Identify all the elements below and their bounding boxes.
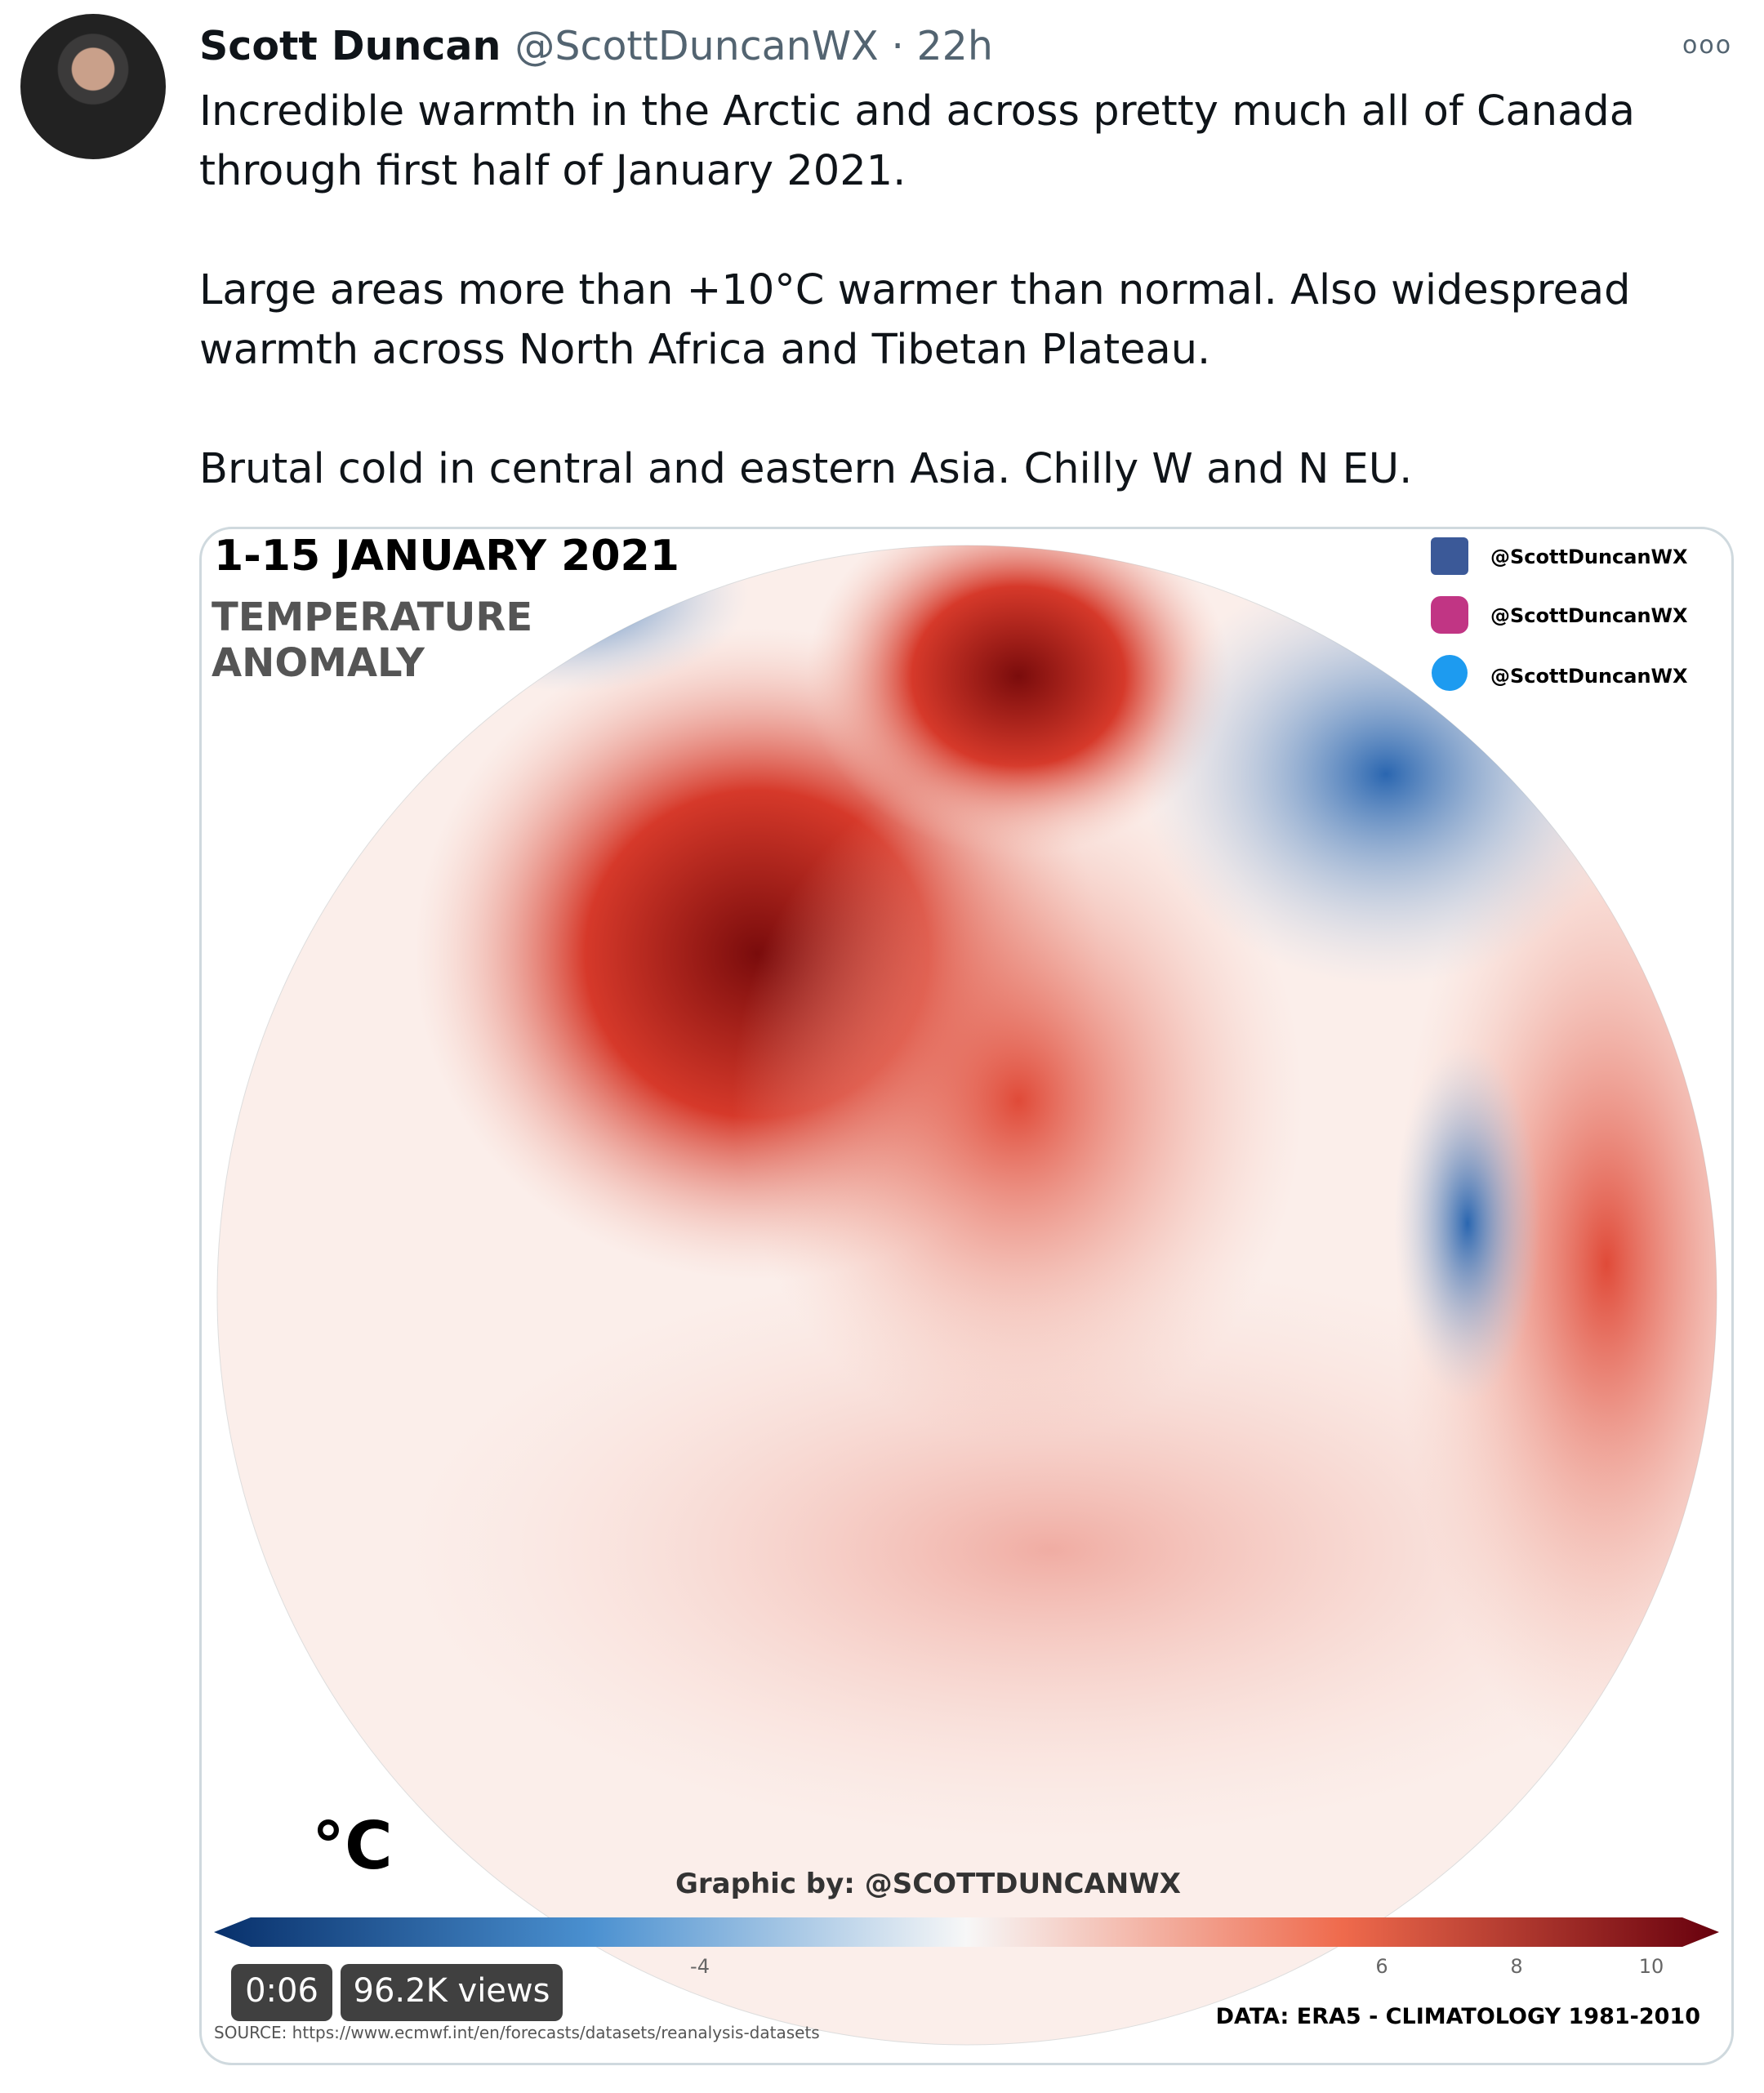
source: SOURCE: https://www.ecmwf.int/en/forecas… (214, 2023, 820, 2042)
colorbar-tick: -4 (690, 1955, 710, 1978)
paragraph: Large areas more than +10°C warmer than … (199, 266, 1631, 374)
map-graphic: 1-15 JANUARY 2021 TEMPERATURE ANOMALY @S… (212, 532, 1719, 2046)
handle[interactable]: @ScottDuncanWX (514, 23, 879, 69)
view-count: 96.2K views (354, 1972, 550, 2010)
tweet-body: Incredible warmth in the Arctic and acro… (199, 82, 1735, 559)
paragraph: Incredible warmth in the Arctic and acro… (199, 87, 1636, 195)
duration: 0:06 (245, 1972, 318, 2010)
colorbar-tick: 10 (1639, 1955, 1664, 1978)
video[interactable]: 1-15 JANUARY 2021 TEMPERATURE ANOMALY @S… (199, 527, 1734, 2065)
social-handle: @ScottDuncanWX (1490, 665, 1688, 688)
map-title: 1-15 JANUARY 2021 (214, 532, 679, 581)
social-handle: @ScottDuncanWX (1490, 604, 1688, 627)
unit-label: °C (312, 1808, 393, 1884)
credit: Graphic by: @SCOTTDUNCANWX (675, 1868, 1181, 1900)
avatar[interactable] (20, 14, 166, 159)
social-handle: @ScottDuncanWX (1490, 546, 1688, 568)
author-name[interactable]: Scott Duncan (199, 23, 501, 69)
time[interactable]: · 22h (891, 23, 993, 69)
colorbar (214, 1917, 1719, 1947)
author-line: Scott Duncan @ScottDuncanWX · 22h (199, 23, 993, 69)
colorbar-tick: 8 (1510, 1955, 1522, 1978)
data-note: DATA: ERA5 - CLIMATOLOGY 1981-2010 (1216, 2004, 1700, 2029)
paragraph: Brutal cold in central and eastern Asia.… (199, 445, 1413, 493)
colorbar-tick: 6 (1375, 1955, 1388, 1978)
more-button[interactable]: ooo (1682, 31, 1733, 60)
map-subtitle: TEMPERATURE ANOMALY (212, 595, 533, 686)
